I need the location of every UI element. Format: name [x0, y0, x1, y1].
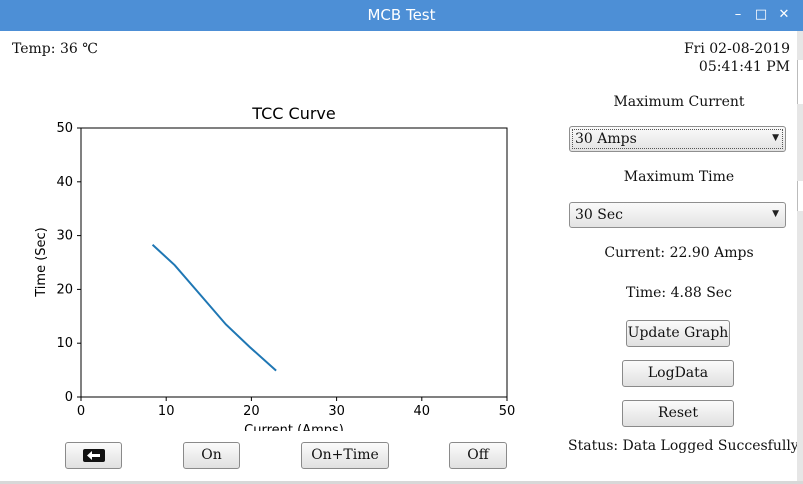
dropdown-arrow-icon: ▼ — [772, 209, 779, 219]
y-axis-label: Time (Sec) — [34, 227, 49, 298]
main-window: Temp: 36 ℃ Fri 02-08-2019 05:41:41 PM TC… — [0, 31, 799, 482]
reset-button[interactable]: Reset — [622, 400, 734, 427]
time-label: 05:41:41 PM — [698, 59, 790, 75]
log-data-button[interactable]: LogData — [622, 360, 734, 387]
window-title: MCB Test — [367, 6, 436, 24]
max-current-label: Maximum Current — [613, 94, 745, 110]
back-button[interactable] — [65, 442, 122, 469]
tcc-curve-chart: TCC Curve Current (Amps) Time (Sec) 0 10 2… — [34, 104, 516, 431]
time-readout: Time: 4.88 Sec — [626, 285, 732, 301]
maximize-button[interactable]: □ — [754, 7, 768, 22]
x-tick-label: 20 — [243, 404, 260, 419]
y-tick-label: 40 — [56, 175, 73, 190]
close-button[interactable]: ✕ — [778, 7, 790, 22]
max-time-select[interactable]: 30 Sec ▼ — [569, 202, 786, 228]
chart-title: TCC Curve — [251, 104, 335, 123]
x-tick-label: 50 — [499, 404, 516, 419]
series-line — [151, 244, 277, 372]
max-current-select[interactable]: 30 Amps ▼ — [569, 126, 786, 152]
current-readout: Current: 22.90 Amps — [604, 245, 754, 261]
max-current-value: 30 Amps — [575, 131, 637, 147]
background-window-bottom — [0, 481, 803, 484]
x-tick-label: 0 — [77, 404, 85, 419]
x-tick-label: 10 — [158, 404, 175, 419]
on-time-button[interactable]: On+Time — [301, 442, 389, 469]
y-tick-label: 30 — [56, 229, 73, 244]
max-time-label: Maximum Time — [623, 169, 735, 185]
temperature-label: Temp: 36 ℃ — [12, 41, 98, 57]
left-arrow-icon — [82, 449, 105, 462]
status-label: Status: Data Logged Succesfully — [568, 438, 799, 454]
on-button[interactable]: On — [183, 442, 240, 469]
y-tick-label: 50 — [56, 121, 73, 136]
x-tick-label: 40 — [414, 404, 431, 419]
title-bar: MCB Test – □ ✕ — [0, 0, 803, 31]
y-tick-label: 0 — [65, 390, 73, 405]
y-tick-label: 20 — [56, 282, 73, 297]
y-tick-label: 10 — [56, 336, 73, 351]
dropdown-arrow-icon: ▼ — [772, 133, 779, 143]
date-label: Fri 02-08-2019 — [683, 41, 790, 57]
x-tick-label: 30 — [328, 404, 345, 419]
plot-frame — [80, 127, 508, 398]
update-graph-button[interactable]: Update Graph — [626, 320, 730, 347]
minimize-button[interactable]: – — [734, 7, 742, 22]
background-window-edge — [797, 31, 803, 484]
max-time-value: 30 Sec — [575, 207, 623, 223]
x-axis-label: Current (Amps) — [244, 423, 344, 431]
off-button[interactable]: Off — [449, 442, 507, 469]
